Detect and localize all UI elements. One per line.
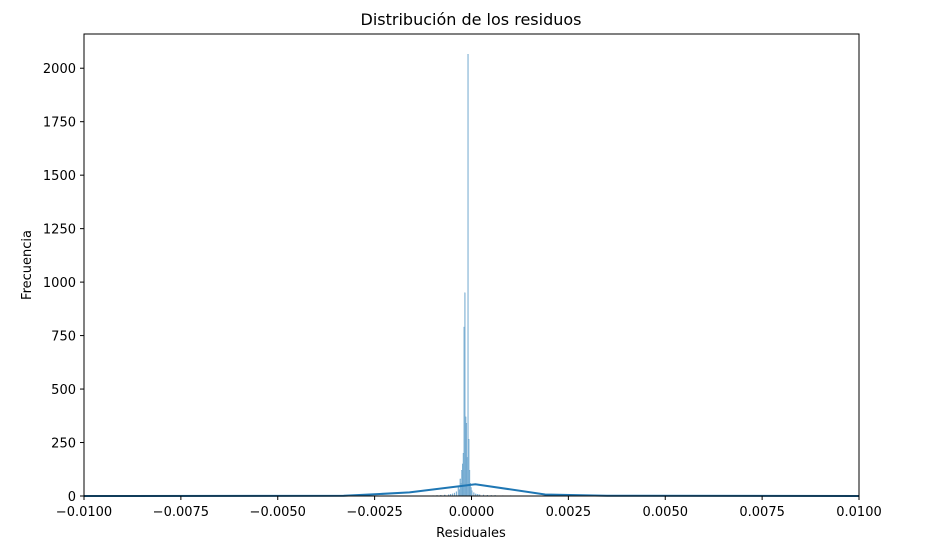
y-tick-label: 750 [51, 330, 76, 345]
y-tick-label: 0 [68, 490, 76, 505]
histogram-bar [468, 54, 469, 496]
y-tick-label: 250 [51, 437, 76, 452]
histogram-bar [472, 491, 473, 496]
y-tick-label: 2000 [43, 62, 76, 77]
x-tick-label: −0.0075 [153, 505, 209, 520]
y-tick-label: 1250 [43, 223, 76, 238]
histogram-bar [456, 492, 457, 496]
x-tick-label: −0.0050 [250, 505, 306, 520]
x-tick-label: 0.0050 [643, 505, 689, 520]
x-tick-label: 0.0025 [546, 505, 592, 520]
x-tick-label: 0.0075 [739, 505, 785, 520]
histogram-bar [458, 486, 459, 496]
y-tick-label: 1750 [43, 116, 76, 131]
y-tick-label: 1500 [43, 169, 76, 184]
y-tick-label: 1000 [43, 276, 76, 291]
x-axis-label: Residuales [436, 526, 506, 541]
x-tick-label: 0.0100 [836, 505, 882, 520]
chart-title: Distribución de los residuos [361, 10, 582, 29]
y-axis-label: Frecuencia [20, 230, 35, 300]
y-tick-label: 500 [51, 383, 76, 398]
x-tick-label: −0.0100 [56, 505, 112, 520]
x-tick-label: −0.0025 [346, 505, 402, 520]
x-tick-label: 0.0000 [449, 505, 495, 520]
